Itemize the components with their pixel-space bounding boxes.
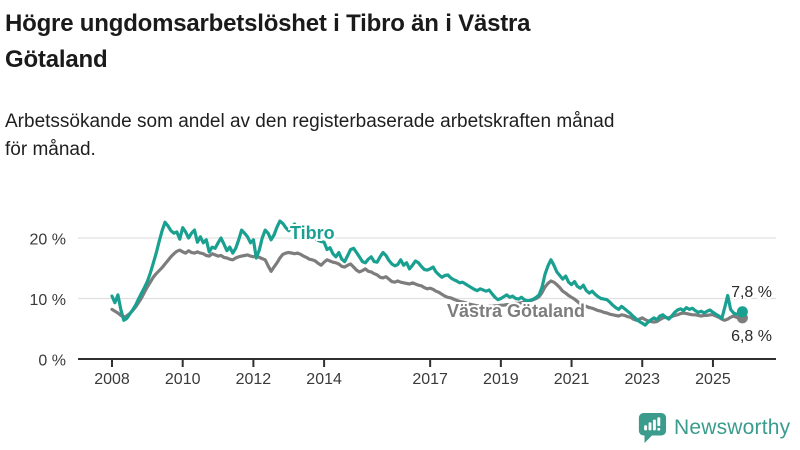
chart-subtitle-line2: för månad. [5, 139, 96, 160]
gridlines: 0 % 10 % 20 % [30, 232, 776, 370]
x-tick-label: 2008 [94, 371, 130, 388]
newsworthy-wordmark: Newsworthy [674, 416, 791, 439]
y-tick-label: 20 % [30, 232, 66, 249]
x-tick-label: 2025 [695, 371, 731, 388]
y-tick-label: 0 % [38, 353, 66, 370]
newsworthy-brand: Newsworthy [637, 412, 790, 444]
vastra-gotaland-end-value-label: 6,8 % [731, 328, 772, 345]
vastra-gotaland-line [110, 248, 745, 324]
data-series [110, 219, 748, 327]
page-title-line1: Högre ungdomsarbetslöshet i Tibro än i V… [5, 10, 531, 37]
tibro-end-dot [736, 306, 748, 318]
y-tick-label: 10 % [30, 292, 66, 309]
page-title: Högre ungdomsarbetslöshet i Tibro än i V… [5, 6, 785, 78]
x-tick-label: 2010 [165, 371, 201, 388]
tibro-line [110, 219, 745, 327]
x-tick-label: 2012 [236, 371, 272, 388]
vastra-gotaland-series-label: Västra Götaland [447, 301, 585, 321]
x-axis: 2008 2010 2012 2014 2017 2019 2021 2023 2025 [78, 358, 776, 388]
x-tick-label: 2019 [483, 371, 519, 388]
x-tick-label: 2017 [412, 371, 448, 388]
x-tick-label: 2023 [624, 371, 660, 388]
newsworthy-logo-icon [638, 413, 667, 443]
tibro-series-label: Tibro [290, 223, 335, 243]
x-tick-label: 2014 [306, 371, 342, 388]
page-title-line2: Götaland [5, 46, 108, 73]
x-tick-label: 2021 [554, 371, 590, 388]
chart-subtitle: Arbetssökande som andel av den registerb… [5, 108, 795, 164]
tibro-end-value-label: 7,8 % [731, 284, 772, 301]
chart-subtitle-line1: Arbetssökande som andel av den registerb… [5, 111, 615, 132]
